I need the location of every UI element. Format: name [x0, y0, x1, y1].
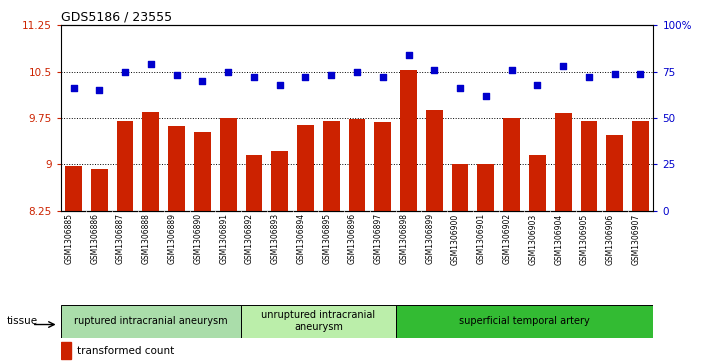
- Text: tissue: tissue: [6, 316, 38, 326]
- Text: GSM1306904: GSM1306904: [554, 213, 563, 265]
- Text: GSM1306901: GSM1306901: [477, 213, 486, 265]
- Text: GSM1306896: GSM1306896: [348, 213, 357, 265]
- Bar: [503, 118, 520, 211]
- Point: [403, 52, 414, 58]
- Point: [145, 61, 156, 67]
- Point: [506, 67, 518, 73]
- Text: GSM1306892: GSM1306892: [245, 213, 254, 264]
- Bar: [65, 166, 82, 211]
- Bar: [478, 164, 494, 211]
- Bar: [241, 305, 396, 338]
- Bar: [271, 151, 288, 211]
- Text: GSM1306888: GSM1306888: [142, 213, 151, 264]
- Bar: [169, 126, 185, 211]
- Bar: [116, 121, 134, 211]
- Point: [454, 85, 466, 91]
- Text: GSM1306887: GSM1306887: [116, 213, 125, 264]
- Point: [119, 69, 131, 75]
- Point: [248, 74, 260, 80]
- Bar: [606, 135, 623, 211]
- Text: GSM1306900: GSM1306900: [451, 213, 460, 265]
- Point: [171, 73, 182, 78]
- Point: [68, 85, 79, 91]
- Point: [300, 74, 311, 80]
- Bar: [194, 132, 211, 211]
- Bar: [143, 112, 159, 211]
- Bar: [580, 121, 598, 211]
- Bar: [91, 169, 108, 211]
- Point: [377, 74, 388, 80]
- Text: GSM1306894: GSM1306894: [296, 213, 306, 265]
- Bar: [220, 118, 236, 211]
- Point: [223, 69, 234, 75]
- Point: [480, 93, 491, 99]
- Point: [609, 71, 620, 77]
- Text: GSM1306895: GSM1306895: [322, 213, 331, 265]
- Point: [94, 87, 105, 93]
- Point: [274, 82, 286, 87]
- Text: ruptured intracranial aneurysm: ruptured intracranial aneurysm: [74, 316, 228, 326]
- Bar: [323, 121, 340, 211]
- Point: [196, 78, 208, 84]
- Point: [351, 69, 363, 75]
- Bar: [348, 119, 366, 211]
- Text: GSM1306907: GSM1306907: [631, 213, 640, 265]
- Bar: [426, 110, 443, 211]
- Text: superficial temporal artery: superficial temporal artery: [459, 316, 590, 326]
- Text: GSM1306890: GSM1306890: [193, 213, 202, 265]
- Point: [635, 71, 646, 77]
- Text: GSM1306897: GSM1306897: [373, 213, 383, 265]
- Text: unruptured intracranial
aneurysm: unruptured intracranial aneurysm: [261, 310, 376, 332]
- Text: GSM1306885: GSM1306885: [64, 213, 74, 264]
- Text: GSM1306891: GSM1306891: [219, 213, 228, 264]
- Text: GSM1306889: GSM1306889: [168, 213, 176, 264]
- Text: GSM1306903: GSM1306903: [528, 213, 538, 265]
- Bar: [400, 70, 417, 211]
- Point: [558, 63, 569, 69]
- Text: transformed count: transformed count: [77, 346, 174, 356]
- Text: GSM1306886: GSM1306886: [91, 213, 99, 264]
- Point: [326, 73, 337, 78]
- Point: [428, 67, 440, 73]
- Text: GSM1306898: GSM1306898: [400, 213, 408, 264]
- Bar: [246, 155, 262, 211]
- Bar: [297, 125, 314, 211]
- Bar: [61, 342, 71, 359]
- Point: [532, 82, 543, 87]
- Point: [583, 74, 595, 80]
- Bar: [374, 122, 391, 211]
- Text: GSM1306905: GSM1306905: [580, 213, 589, 265]
- Text: GSM1306906: GSM1306906: [605, 213, 615, 265]
- Bar: [452, 164, 468, 211]
- Bar: [529, 155, 545, 211]
- Bar: [61, 305, 241, 338]
- Text: GSM1306899: GSM1306899: [426, 213, 434, 265]
- Text: GSM1306893: GSM1306893: [271, 213, 280, 265]
- Bar: [396, 305, 653, 338]
- Text: GSM1306902: GSM1306902: [503, 213, 512, 265]
- Text: GDS5186 / 23555: GDS5186 / 23555: [61, 11, 172, 24]
- Bar: [632, 121, 649, 211]
- Bar: [555, 113, 571, 211]
